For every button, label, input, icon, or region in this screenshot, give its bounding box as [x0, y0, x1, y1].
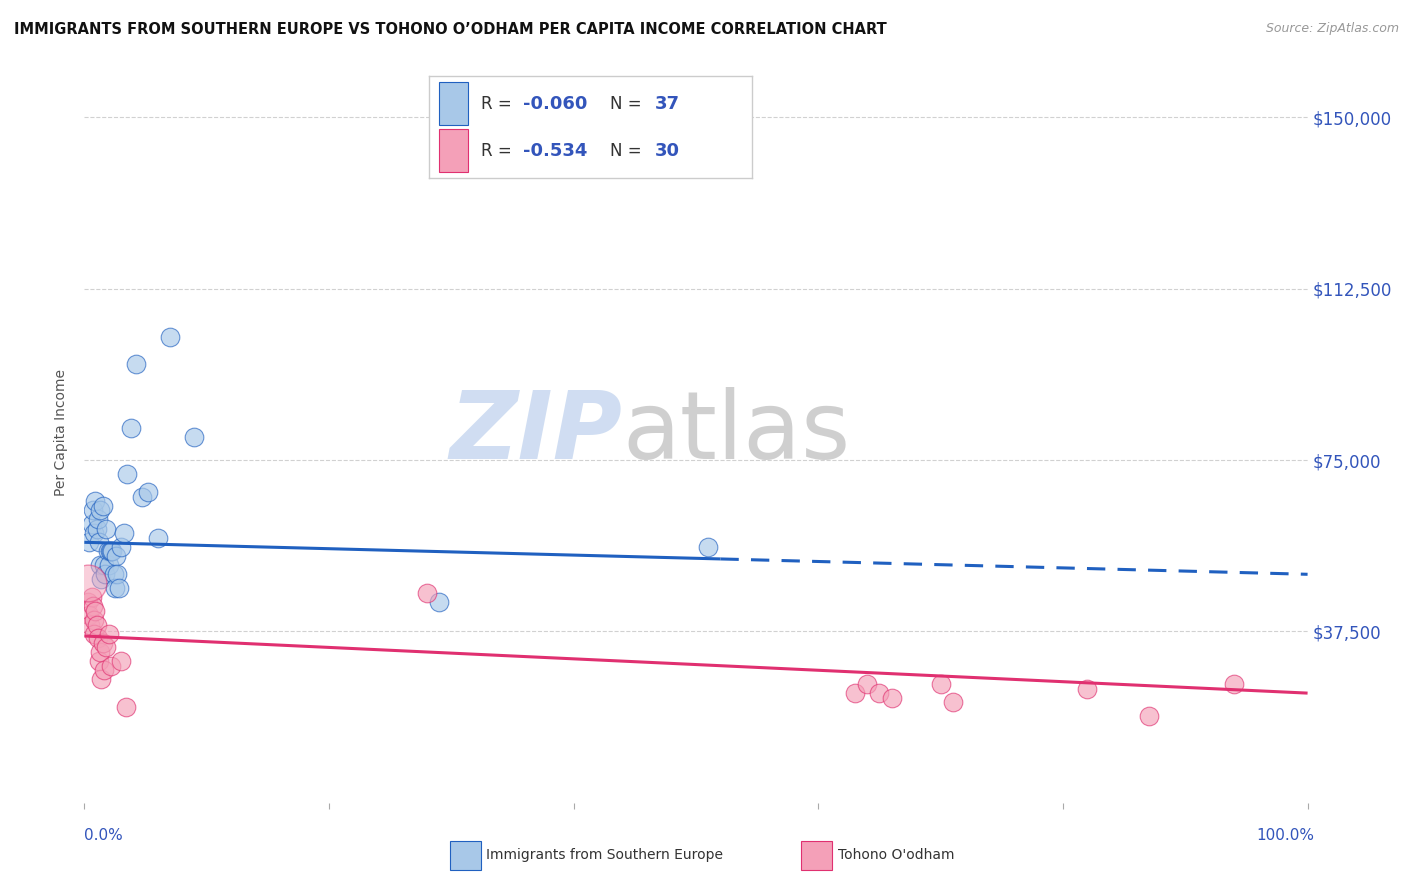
- Point: [103, 567, 125, 582]
- Point: [100, 544, 122, 558]
- Text: 0.0%: 0.0%: [84, 828, 124, 843]
- Point: [159, 329, 181, 343]
- Point: [146, 531, 169, 545]
- Point: [880, 690, 903, 705]
- Point: [115, 467, 138, 481]
- Point: [82, 503, 104, 517]
- Point: [1076, 681, 1098, 696]
- Point: [80, 516, 103, 531]
- Point: [856, 677, 879, 691]
- Point: [89, 558, 111, 573]
- Point: [104, 581, 127, 595]
- Point: [80, 590, 103, 604]
- Point: [83, 613, 105, 627]
- Point: [1223, 677, 1246, 691]
- Point: [1137, 709, 1160, 723]
- Text: 37: 37: [655, 95, 681, 112]
- Point: [125, 357, 148, 371]
- Point: [131, 490, 153, 504]
- Point: [87, 654, 110, 668]
- Bar: [439, 82, 468, 125]
- Point: [929, 677, 952, 691]
- Text: -0.534: -0.534: [523, 142, 586, 160]
- Point: [427, 595, 450, 609]
- Point: [86, 522, 108, 536]
- Point: [90, 673, 112, 687]
- Text: 100.0%: 100.0%: [1257, 828, 1315, 843]
- Text: N =: N =: [610, 95, 647, 112]
- Text: Source: ZipAtlas.com: Source: ZipAtlas.com: [1265, 22, 1399, 36]
- Bar: [439, 129, 468, 172]
- Point: [416, 585, 439, 599]
- Point: [96, 522, 118, 536]
- Text: IMMIGRANTS FROM SOUTHERN EUROPE VS TOHONO O’ODHAM PER CAPITA INCOME CORRELATION : IMMIGRANTS FROM SOUTHERN EUROPE VS TOHON…: [14, 22, 887, 37]
- Point: [89, 645, 111, 659]
- Point: [77, 595, 100, 609]
- Point: [94, 567, 117, 582]
- Point: [84, 494, 107, 508]
- Point: [82, 599, 104, 614]
- Point: [100, 658, 122, 673]
- Point: [89, 503, 111, 517]
- Text: Immigrants from Southern Europe: Immigrants from Southern Europe: [486, 848, 724, 863]
- Text: 30: 30: [655, 142, 681, 160]
- Point: [91, 636, 114, 650]
- Text: R =: R =: [481, 142, 516, 160]
- Point: [105, 567, 128, 582]
- Text: N =: N =: [610, 142, 647, 160]
- Point: [97, 558, 120, 573]
- Point: [93, 558, 115, 573]
- Point: [110, 654, 132, 668]
- Point: [84, 604, 107, 618]
- Point: [96, 640, 118, 655]
- Point: [77, 576, 100, 591]
- Text: -0.060: -0.060: [523, 95, 586, 112]
- Point: [112, 526, 135, 541]
- Text: Tohono O'odham: Tohono O'odham: [838, 848, 955, 863]
- Point: [87, 535, 110, 549]
- Point: [869, 686, 891, 700]
- Point: [697, 540, 720, 554]
- Text: ZIP: ZIP: [450, 386, 623, 479]
- Point: [97, 626, 120, 640]
- Y-axis label: Per Capita Income: Per Capita Income: [55, 369, 69, 496]
- Point: [86, 617, 108, 632]
- Point: [83, 626, 105, 640]
- Point: [77, 608, 100, 623]
- Point: [98, 544, 121, 558]
- Point: [110, 540, 132, 554]
- Text: R =: R =: [481, 95, 516, 112]
- Point: [183, 430, 205, 444]
- Point: [120, 421, 142, 435]
- Point: [136, 485, 159, 500]
- Point: [79, 617, 101, 632]
- Point: [942, 695, 965, 709]
- Point: [97, 544, 120, 558]
- Point: [87, 632, 110, 646]
- Point: [90, 572, 112, 586]
- Text: atlas: atlas: [623, 386, 851, 479]
- Point: [93, 663, 115, 677]
- Point: [87, 512, 110, 526]
- Point: [83, 526, 105, 541]
- Point: [101, 544, 124, 558]
- Point: [105, 549, 128, 563]
- Point: [107, 581, 129, 595]
- Point: [844, 686, 866, 700]
- Point: [77, 535, 100, 549]
- Point: [91, 499, 114, 513]
- Point: [115, 699, 138, 714]
